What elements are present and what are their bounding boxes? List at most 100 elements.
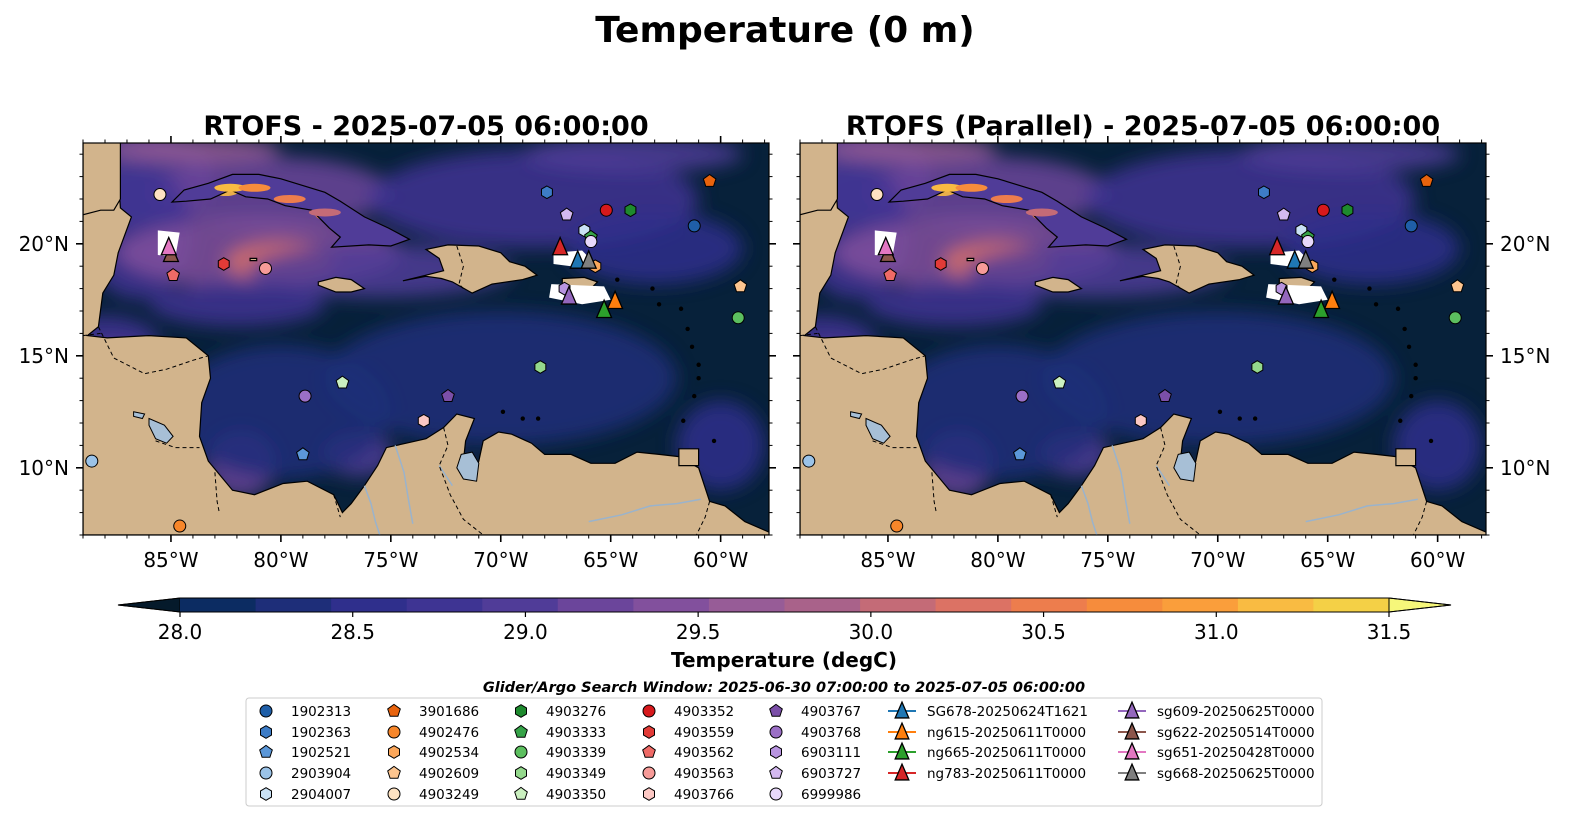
legend-glider-marker (894, 762, 910, 781)
legend-marker-4903339 (514, 745, 528, 759)
land-cayman (966, 257, 975, 262)
legend-label: 4903767 (801, 704, 861, 720)
colorbar-segment (331, 598, 408, 612)
y-tick-label: 15°N (1500, 344, 1550, 368)
glider-marker-ng615 (606, 289, 624, 310)
legend-marker-4902609 (387, 765, 401, 779)
temp-region (865, 281, 1042, 327)
colorbar-tick-label: 29.5 (676, 620, 721, 644)
legend-marker-4903349 (515, 766, 527, 780)
x-tick-label: 70°W (473, 548, 528, 572)
argo-marker-4903349 (1251, 360, 1264, 374)
legend-marker-4903352 (642, 704, 656, 718)
land-trinidad (678, 448, 700, 467)
argo-marker-4903767 (441, 388, 455, 402)
argo-floats (802, 173, 1465, 533)
map-panels: RTOFS - 2025-07-05 06:00:00 85°W 80°W 75°W 7… (19, 111, 1551, 572)
argo-marker-1902313 (687, 219, 701, 233)
colorbar-over-arrow (1388, 597, 1452, 613)
y-tick-label: 10°N (19, 456, 69, 480)
colorbar-segment (1011, 598, 1088, 612)
ticks: 85°W 80°W 75°W 70°W 65°W 60°W 20°N 15°N 10°N (793, 136, 1550, 572)
border-line (814, 326, 926, 375)
argo-marker-4903339 (731, 311, 745, 325)
legend-label: sg651-20250428T0000 (1157, 745, 1315, 761)
argo-marker-4903339 (1448, 311, 1462, 325)
map-area (800, 143, 1486, 535)
border-line (800, 332, 818, 337)
island (1395, 306, 1401, 311)
island (535, 416, 541, 421)
border-line (931, 472, 937, 513)
temp-region (1041, 311, 1394, 446)
legend-marker-6903727 (769, 765, 783, 779)
legend-label: 3901686 (419, 704, 479, 720)
river (588, 498, 701, 523)
island (500, 409, 506, 414)
legend-label: ng665-20250611T0000 (927, 745, 1086, 761)
legend-marker-6903111 (770, 745, 782, 759)
hot-spot (214, 183, 247, 192)
x-tick-label: 80°W (253, 548, 308, 572)
legend-label: ng783-20250611T0000 (927, 766, 1086, 782)
legend-label: 1902363 (291, 725, 351, 741)
glider-marker-sg609 (560, 285, 578, 305)
map-panel-rtofs: RTOFS - 2025-07-05 06:00:00 85°W 80°W 75°W 7… (19, 111, 776, 572)
glider-marker-ng615 (1323, 289, 1341, 310)
legend-label: sg668-20250625T0000 (1157, 766, 1315, 782)
border-line (438, 427, 484, 535)
island (1402, 326, 1407, 332)
hot-spot (308, 208, 341, 217)
legend-label: 2903904 (291, 766, 351, 782)
legend-box (245, 697, 1323, 807)
temp-region (522, 143, 743, 173)
glider-marker-ng665 (1312, 298, 1330, 319)
legend-label: 4903276 (546, 704, 606, 720)
argo-marker-3901686 (1419, 173, 1434, 187)
island (685, 326, 690, 332)
legend: Glider/Argo Search Window: 2025-06-30 07… (245, 680, 1323, 807)
land-mexicoNorth (800, 143, 839, 216)
legend-label: sg622-20250514T0000 (1157, 725, 1315, 741)
legend-marker-4903767 (769, 703, 783, 717)
y-tick-label: 20°N (1500, 232, 1550, 256)
colorbar-segment (633, 598, 710, 612)
argo-marker-4903768 (298, 389, 312, 403)
legend-marker-4902476 (387, 725, 401, 739)
glider-marker-sg609 (1277, 285, 1295, 305)
border-line (1173, 245, 1183, 292)
glider-marker-SG678 (569, 249, 587, 269)
river (1155, 465, 1171, 487)
hot-spot (238, 183, 271, 192)
legend-glider-marker (894, 741, 910, 760)
argo-marker-6903727 (559, 207, 574, 221)
temp-region (1239, 143, 1460, 173)
river (1305, 498, 1418, 523)
argo-marker-4902476 (173, 519, 187, 533)
ticks: 85°W 80°W 75°W 70°W 65°W 60°W 20°N 15°N 10°N (19, 136, 776, 572)
argo-marker-4903766 (417, 413, 430, 428)
legend-marker-4903276 (515, 704, 527, 718)
lake-managua (850, 411, 863, 420)
glider-marker-ng665 (595, 298, 613, 319)
legend-label: 4903766 (674, 787, 734, 803)
legend-label: 4903562 (674, 745, 734, 761)
x-tick-label: 85°W (860, 548, 915, 572)
lake-maracaibo (456, 451, 480, 482)
legend-glider-marker (1124, 762, 1140, 781)
colorbar-segment (180, 598, 257, 612)
land-jamaica (317, 276, 366, 293)
legend-marker-4903562 (642, 744, 656, 758)
island (1413, 376, 1418, 381)
temp-region (170, 344, 391, 479)
y-tick-label: 10°N (1500, 456, 1550, 480)
border-line (83, 332, 101, 337)
colorbar-tick-label: 31.0 (1194, 620, 1239, 644)
land (83, 143, 769, 535)
legend-label: 4903559 (674, 725, 734, 741)
x-tick-label: 60°W (1410, 548, 1465, 572)
river (363, 485, 381, 535)
figure-title: Temperature (0 m) (595, 10, 974, 51)
argo-marker-4903350 (335, 375, 350, 389)
legend-glider-marker (1124, 721, 1140, 740)
